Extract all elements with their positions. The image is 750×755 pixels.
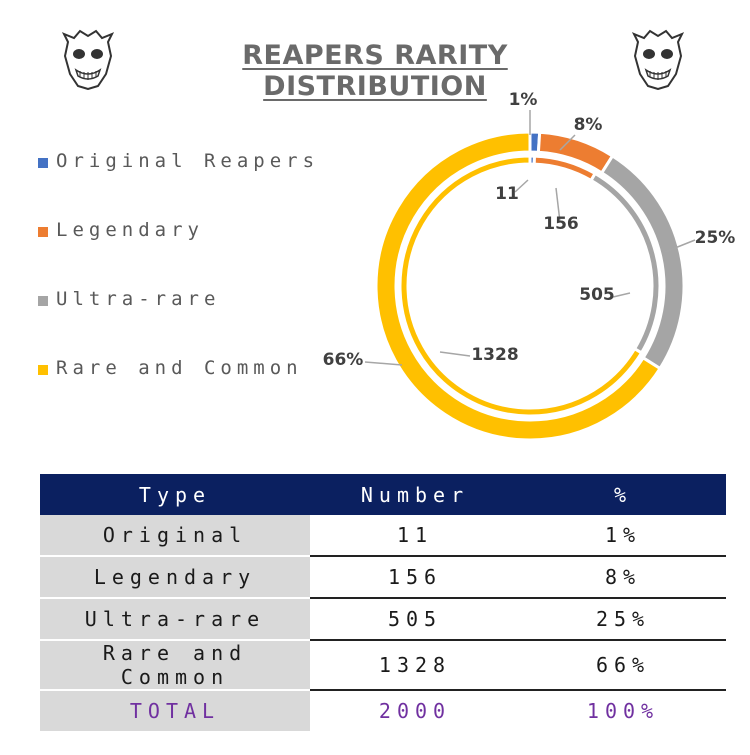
table-header-row: Type Number % xyxy=(40,474,726,515)
cell-percent: 25% xyxy=(520,598,726,641)
cell-number: 505 xyxy=(310,598,520,641)
donut-chart: 1% 8% 25% 66% 11 156 505 1328 xyxy=(323,90,736,442)
chart-legend: Original Reapers Legendary Ultra-rare Ra… xyxy=(38,150,319,426)
cell-total-percent: 100% xyxy=(586,699,660,723)
percent-data-label: 66% xyxy=(323,350,364,370)
percent-data-label: 8% xyxy=(574,115,603,135)
table-row: Original 11 1% xyxy=(40,515,726,557)
distribution-table: Type Number % Original 11 1% Legendary 1… xyxy=(40,474,726,731)
cell-type: Rare and Common xyxy=(40,640,310,691)
inner-ring-slice xyxy=(398,154,644,418)
cell-percent: 1% xyxy=(520,515,726,557)
header-number: Number xyxy=(310,474,520,515)
number-data-label: 11 xyxy=(495,184,519,204)
legend-item-ultra-rare: Ultra-rare xyxy=(38,288,319,357)
reaper-mask-icon xyxy=(632,29,684,90)
cell-type: Original xyxy=(40,515,310,557)
cell-number: 156 xyxy=(310,556,520,599)
leader-line xyxy=(364,361,403,366)
percent-data-label: 25% xyxy=(695,228,736,248)
header-percent: % xyxy=(520,474,726,515)
cell-type: Ultra-rare xyxy=(40,598,310,641)
number-data-label: 505 xyxy=(579,285,615,305)
legend-label: Ultra-rare xyxy=(56,288,221,310)
percent-data-label: 1% xyxy=(509,90,538,110)
leader-line xyxy=(439,351,471,357)
legend-swatch xyxy=(38,227,48,237)
table-row: Legendary 156 8% xyxy=(40,556,726,599)
cell-number: 11 xyxy=(310,515,520,557)
leader-line xyxy=(559,134,576,151)
legend-swatch xyxy=(38,365,48,375)
leader-line xyxy=(555,187,561,223)
legend-label: Original Reapers xyxy=(56,150,320,172)
cell-percent: 66% xyxy=(520,640,726,691)
cell-type: Legendary xyxy=(40,556,310,599)
legend-swatch xyxy=(38,158,48,168)
reaper-mask-icon xyxy=(62,29,114,90)
cell-total-number: 2000 xyxy=(378,699,452,723)
legend-item-rare-common: Rare and Common xyxy=(38,357,319,426)
number-data-label: 156 xyxy=(543,214,579,234)
chart-title: REAPERS RARITY DISTRIBUTION xyxy=(242,40,508,102)
number-data-label: 1328 xyxy=(471,345,518,365)
legend-item-original: Original Reapers xyxy=(38,150,319,219)
header-type: Type xyxy=(40,474,310,515)
leader-line xyxy=(664,239,696,253)
leader-line xyxy=(514,179,529,193)
table-row: Ultra-rare 505 25% xyxy=(40,598,726,641)
legend-label: Legendary xyxy=(56,219,204,241)
leader-line xyxy=(612,292,631,298)
cell-percent: 8% xyxy=(520,556,726,599)
legend-item-legendary: Legendary xyxy=(38,219,319,288)
cell-number: 1328 xyxy=(310,640,520,691)
legend-swatch xyxy=(38,296,48,306)
title-row: REAPERS RARITY DISTRIBUTION xyxy=(0,28,750,102)
table-total-row: TOTAL 2000 100% xyxy=(40,690,726,731)
cell-total-label: TOTAL xyxy=(40,690,310,731)
legend-label: Rare and Common xyxy=(56,357,303,379)
table-row: Rare and Common 1328 66% xyxy=(40,640,726,691)
